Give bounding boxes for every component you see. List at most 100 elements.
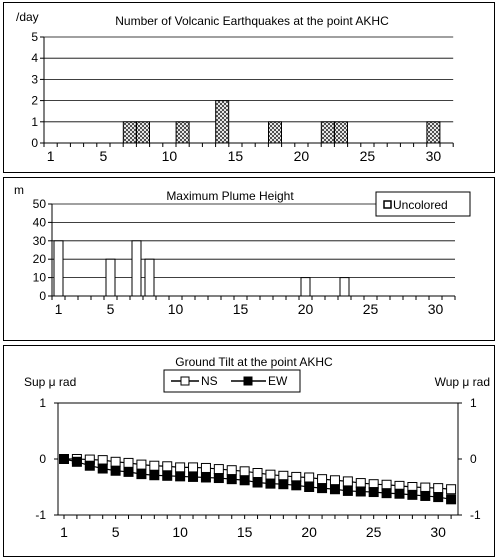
tilt-series-ew-point bbox=[446, 494, 457, 505]
earthquake-axes bbox=[43, 37, 454, 144]
plume-axes bbox=[51, 204, 455, 297]
tilt-series-ns-point bbox=[278, 470, 289, 481]
tilt-series-ns-point bbox=[97, 455, 108, 466]
plume-bars bbox=[53, 240, 350, 297]
plume-legend-label: Uncolored bbox=[393, 198, 448, 212]
tilt-series-ns-point bbox=[342, 476, 353, 487]
earthquake-x-tick-label: 1 bbox=[47, 148, 55, 164]
earthquake-bar bbox=[215, 100, 230, 144]
earthquake-x-tick-label: 5 bbox=[100, 148, 108, 164]
earthquake-y-tick-label: 5 bbox=[31, 30, 38, 44]
tilt-series-ew-point bbox=[252, 477, 263, 488]
earthquake-bar bbox=[268, 121, 282, 144]
plume-y-tick-label: 30 bbox=[33, 234, 47, 248]
tilt-series-ew-point bbox=[110, 465, 121, 476]
plume-chart-panel: m Maximum Plume Height 0 10 20 30 40 50 1 5 10 1… bbox=[3, 177, 495, 341]
tilt-series-ns-point bbox=[213, 464, 224, 475]
tilt-series-ew-point bbox=[304, 482, 315, 492]
tilt-series-ns-point bbox=[291, 471, 302, 482]
plume-legend-swatch bbox=[383, 200, 392, 209]
tilt-series-ew-point bbox=[342, 485, 353, 496]
plume-y-tick-label: 20 bbox=[33, 252, 47, 266]
tilt-x-tick-label: 30 bbox=[430, 524, 446, 540]
tilt-x-ticks: 1 5 10 15 20 25 30 bbox=[60, 515, 452, 540]
earthquake-bar bbox=[122, 121, 137, 144]
tilt-series-ew-point bbox=[123, 466, 134, 477]
tilt-y-tick-label-left: 0 bbox=[39, 452, 46, 466]
tilt-title: Ground Tilt at the point AKHC bbox=[175, 355, 333, 369]
tilt-series-ew-point bbox=[317, 483, 328, 494]
tilt-series-ew-point bbox=[213, 473, 224, 484]
tilt-series-ns-point bbox=[175, 462, 186, 473]
earthquake-bar bbox=[175, 121, 190, 144]
tilt-x-tick-label: 15 bbox=[237, 524, 253, 540]
tilt-series-ns-point bbox=[110, 456, 121, 467]
earthquake-bar bbox=[136, 121, 150, 144]
tilt-ylabel-left: Sup μ rad bbox=[24, 375, 76, 389]
earthquake-y-tick-label: 2 bbox=[31, 94, 38, 108]
plume-bar bbox=[339, 277, 350, 297]
tilt-series-ns-point bbox=[188, 462, 199, 473]
tilt-x-tick-label: 1 bbox=[60, 524, 68, 540]
earthquake-y-tick-label: 0 bbox=[31, 136, 38, 150]
earthquake-y-ticks: 0 1 2 3 4 5 bbox=[31, 30, 44, 150]
tilt-series-ew-point bbox=[162, 470, 173, 481]
tilt-series-ns-point bbox=[252, 468, 263, 478]
tilt-series-ns-point bbox=[136, 459, 147, 470]
earthquake-chart: /day Number of Volcanic Earthquakes at t… bbox=[16, 10, 454, 164]
tilt-series-ew-point bbox=[188, 471, 199, 482]
tilt-series-ew-point bbox=[278, 479, 289, 490]
earthquake-x-tick-label: 30 bbox=[426, 148, 442, 164]
tilt-series-ew-point bbox=[420, 490, 431, 501]
tilt-series-ew-point bbox=[84, 460, 95, 471]
tilt-series-ns-point bbox=[226, 465, 237, 476]
tilt-series-ew-point bbox=[433, 492, 444, 503]
earthquake-x-tick-label: 10 bbox=[162, 148, 178, 164]
tilt-x-tick-label: 25 bbox=[366, 524, 382, 540]
tilt-series-ns-point bbox=[239, 466, 250, 477]
plume-bar bbox=[131, 240, 142, 297]
tilt-series-ns-point bbox=[446, 484, 457, 495]
plume-x-ticks: 1 5 10 15 20 25 30 bbox=[51, 296, 456, 317]
plume-x-tick-label: 20 bbox=[298, 301, 314, 317]
tilt-legend-ew-label: EW bbox=[268, 374, 288, 388]
tilt-series-ns-point bbox=[162, 461, 173, 472]
plume-x-tick-label: 5 bbox=[107, 301, 115, 317]
tilt-series-ew-point bbox=[381, 488, 392, 499]
plume-legend: Uncolored bbox=[375, 191, 471, 217]
tilt-y-tick-label-right: 1 bbox=[470, 396, 477, 410]
tilt-chart: Ground Tilt at the point AKHC Sup μ rad … bbox=[24, 355, 490, 540]
tilt-series-ew-point bbox=[394, 488, 405, 499]
earthquake-chart-panel: /day Number of Volcanic Earthquakes at t… bbox=[3, 2, 495, 173]
tilt-y-tick-label-left: 1 bbox=[39, 396, 46, 410]
earthquake-y-tick-label: 4 bbox=[31, 51, 38, 65]
tilt-y-tick-label-right: 0 bbox=[470, 452, 477, 466]
tilt-series-ew-point bbox=[71, 456, 82, 467]
earthquake-y-tick-label: 1 bbox=[31, 115, 38, 129]
plume-bar bbox=[300, 277, 311, 297]
tilt-series-ns-point bbox=[149, 460, 160, 471]
tilt-x-tick-label: 20 bbox=[301, 524, 317, 540]
plume-bar bbox=[105, 258, 116, 297]
tilt-series-ns-point bbox=[265, 469, 276, 480]
tilt-series-ns-point bbox=[123, 457, 134, 468]
tilt-x-tick-label: 10 bbox=[172, 524, 188, 540]
tilt-series-ns-point bbox=[317, 474, 328, 485]
tilt-ylabel-right: Wup μ rad bbox=[435, 375, 490, 389]
tilt-series-ns-point bbox=[304, 472, 315, 483]
tilt-legend-ew-marker bbox=[243, 376, 253, 386]
tilt-series-ew-point bbox=[407, 489, 418, 500]
earthquake-x-tick-label: 15 bbox=[228, 148, 244, 164]
earthquake-unit: /day bbox=[16, 10, 39, 24]
plume-bar bbox=[53, 240, 64, 297]
tilt-legend: NS EW bbox=[163, 369, 301, 393]
tilt-series-ew-point bbox=[200, 472, 211, 483]
plume-x-tick-label: 30 bbox=[428, 301, 444, 317]
earthquake-bar bbox=[334, 121, 348, 144]
tilt-x-tick-label: 5 bbox=[112, 524, 120, 540]
tilt-series-ns-point bbox=[420, 482, 431, 493]
tilt-series-ns-point bbox=[200, 462, 211, 473]
tilt-y-tick-label-right: -1 bbox=[470, 508, 481, 522]
tilt-series-ew-point bbox=[239, 475, 250, 486]
earthquake-x-tick-label: 20 bbox=[294, 148, 310, 164]
